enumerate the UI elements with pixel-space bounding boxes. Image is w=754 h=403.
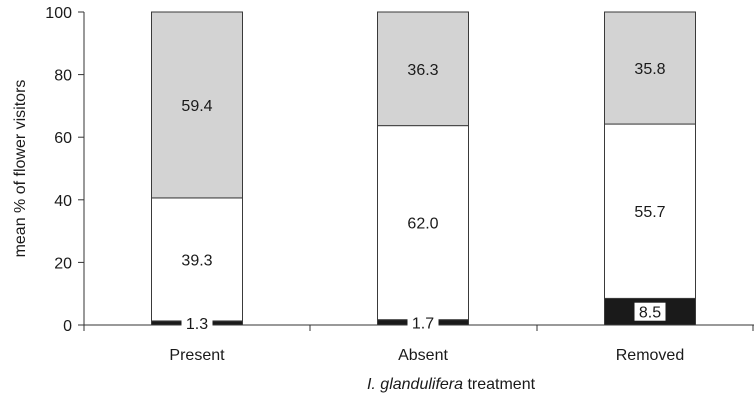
data-label-top: 59.4 [181,98,212,115]
y-tick-label: 0 [63,318,72,335]
bar-segment-middle [377,125,469,321]
x-tick-label: Present [169,347,225,364]
data-label-bottom: 1.3 [186,316,208,333]
y-tick-label: 100 [45,5,72,22]
x-axis-title: I. glandulifera treatment [367,376,536,393]
bar-segment-top [151,11,243,199]
y-tick-label: 60 [54,130,72,147]
data-label-bottom: 8.5 [639,305,661,322]
data-label-middle: 55.7 [634,204,665,221]
x-tick-label: Removed [616,347,684,364]
axes: 0 20 40 60 80 100 Present Absent Removed [45,5,754,364]
bar-segment-middle [151,197,243,322]
data-labels: 1.3 39.3 59.4 1.7 62.0 36.3 8.5 55.7 35.8 [181,61,665,333]
data-label-bottom: 1.7 [412,315,434,332]
x-axis-title-species: I. glandulifera [367,376,463,393]
bottom-label-background [407,313,439,332]
data-label-middle: 39.3 [181,252,212,269]
bottom-label-background [181,313,213,332]
y-tick-label: 20 [54,255,72,272]
bars [151,11,696,326]
data-label-top: 35.8 [634,61,665,78]
y-tick-label: 80 [54,68,72,85]
data-label-middle: 62.0 [407,216,438,233]
bar-segment-top [604,11,696,125]
bar-segment-middle [604,123,696,299]
x-axis-title-rest: treatment [463,376,536,393]
data-label-top: 36.3 [407,62,438,79]
y-axis-title: mean % of flower visitors [12,80,29,258]
bottom-label-background [634,302,666,321]
x-tick-label: Absent [398,347,448,364]
bar-segment-top [377,11,469,127]
y-tick-label: 40 [54,193,72,210]
